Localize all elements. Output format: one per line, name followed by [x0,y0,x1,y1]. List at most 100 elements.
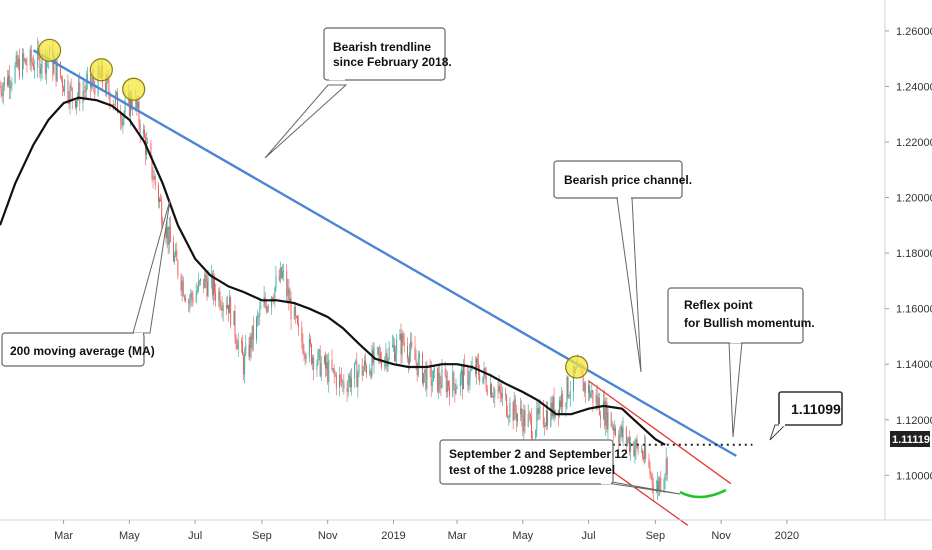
highlight-circle [565,355,589,379]
candle-body [603,400,605,420]
callout-value-text: 1.11099 [791,401,841,417]
candle-body [236,344,238,350]
candle-body [181,280,183,291]
candle-body [25,59,27,65]
candle-body [537,408,539,415]
candle-body [403,343,405,346]
candle-body [636,439,638,445]
candle-body [596,395,598,406]
channel-upper-line [588,380,732,485]
candle-body [474,365,476,375]
candle-body [490,384,491,395]
candle-body [79,82,81,104]
x-tick-label: 2019 [381,530,405,542]
candle-body [377,347,379,354]
candle-body [364,360,366,367]
candle-body [131,96,132,108]
candle-body [605,401,607,426]
candle-body [380,352,381,362]
candle-body [40,68,42,74]
candle-body [22,53,24,78]
candle-body [191,292,193,298]
candle-body [226,304,228,309]
candle-body [180,275,182,291]
candle-body [278,276,280,281]
candle-body [378,352,380,354]
candle-body [44,53,46,74]
candle-body [588,384,590,393]
x-tick-label: Nov [318,530,338,542]
candle-body [394,344,395,361]
candle-body [106,75,108,93]
candle-body [505,393,507,396]
candle-body [117,92,118,113]
candle-body [656,490,657,492]
candle-body [485,376,487,389]
candle-body [263,297,265,307]
candle-body [479,374,481,383]
y-tick-label: 1.12000 [896,415,932,427]
candle-body [509,402,511,418]
candle-body [248,344,250,357]
candle-body [395,353,397,361]
candle-body [0,86,2,93]
candle-body [177,260,179,276]
candle-body [290,298,292,320]
candle-body [408,358,409,364]
candle-body [607,412,609,430]
candle-body [190,292,192,301]
candle-body [418,353,420,358]
candle-body [619,433,621,443]
candle-body [493,395,495,398]
candle-body [376,347,378,349]
candle-body [599,415,601,420]
candle-body [482,376,484,383]
candle-body [560,400,561,407]
candle-body [221,307,223,311]
candle-body [310,339,311,345]
candle-body [9,75,11,89]
candle-body [507,415,509,418]
candle-body [515,412,517,422]
callout-ma-text: 200 moving average (MA) [10,344,155,358]
callout-value: 1.11099 [769,391,843,441]
candle-body [308,339,310,357]
candle-body [8,75,10,86]
candle-body [234,311,236,337]
candle-body [109,93,111,105]
candle-body [158,184,159,202]
candle-body [31,62,33,64]
candle-body [416,362,418,376]
bearish-trendline [32,49,737,457]
candle-body [441,369,443,388]
highlight-circle [37,38,62,62]
candle-body [658,480,660,490]
candle-body [463,364,464,390]
candle-body [402,333,404,344]
candle-body [642,451,643,457]
candle-body [411,341,413,347]
candle-body [565,402,567,408]
candle-body [196,290,198,293]
candle-body [169,226,171,243]
candle-body [663,479,665,490]
candle-body [524,410,526,427]
candle-body [18,58,20,78]
candle-body [498,385,500,392]
candle-body [325,356,326,369]
x-tick-label: May [512,530,533,542]
candle-body [591,390,593,394]
callout-reflex-line2: for Bullish momentum. [684,316,815,330]
candle-body [56,61,58,81]
candle-body [497,389,499,392]
candle-body [26,64,28,66]
candle-body [204,274,206,289]
callout-ma-box [1,332,145,367]
callout-trendline-box [323,27,446,81]
callout-ma: 200 moving average (MA) [1,199,171,367]
candle-body [274,287,276,301]
candle-body [7,77,8,86]
candle-body [340,375,342,377]
candle-body [460,370,462,375]
candle-body [349,375,351,388]
